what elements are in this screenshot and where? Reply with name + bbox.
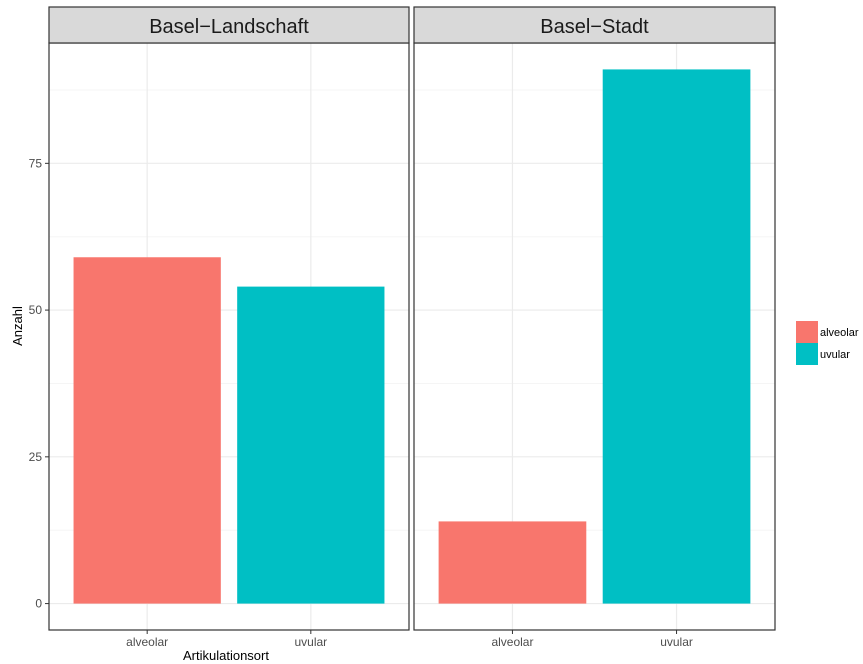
- facet-strip: [413, 6, 776, 44]
- bar-alveolar: [438, 521, 587, 604]
- bar-uvular: [237, 286, 385, 604]
- facet-panel: Basel−Landschaft alveolar uvular: [48, 6, 410, 649]
- y-tick-label: 75: [29, 156, 43, 170]
- bar-alveolar: [73, 257, 221, 604]
- legend-label: alveolar: [820, 327, 859, 339]
- facet-strip: [48, 6, 410, 44]
- legend: alveolar uvular: [796, 321, 859, 365]
- x-axis-title: Artikulationsort: [183, 648, 269, 663]
- facet-strip-label: Basel−Landschaft: [149, 16, 309, 38]
- legend-key-uvular: [796, 343, 818, 365]
- x-tick-label: uvular: [660, 635, 693, 649]
- y-axis: 0 25 50 75: [29, 156, 49, 611]
- y-tick-label: 25: [29, 450, 43, 464]
- y-axis-title: Anzahl: [10, 306, 25, 346]
- x-tick-label: alveolar: [126, 635, 168, 649]
- legend-key-alveolar: [796, 321, 818, 343]
- bar-uvular: [602, 69, 751, 604]
- legend-label: uvular: [820, 349, 850, 361]
- y-tick-label: 50: [29, 303, 43, 317]
- facet-strip-label: Basel−Stadt: [540, 16, 649, 38]
- y-tick-label: 0: [35, 597, 42, 611]
- facet-panel: Basel−Stadt alveolar uvular: [413, 6, 776, 649]
- x-tick-label: uvular: [294, 635, 327, 649]
- x-tick-label: alveolar: [491, 635, 533, 649]
